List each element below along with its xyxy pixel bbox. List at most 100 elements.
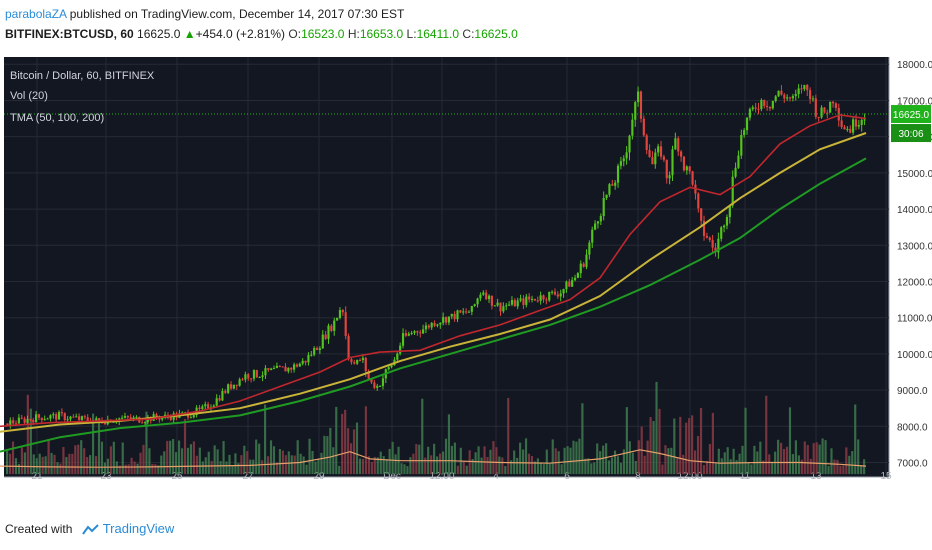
volume-bar <box>89 455 92 475</box>
volume-bar <box>198 447 201 475</box>
candle-body <box>774 96 777 101</box>
candle-body <box>651 157 654 165</box>
volume-bar <box>409 457 412 475</box>
volume-bar <box>685 422 688 475</box>
candle-body <box>530 298 534 300</box>
candle-body <box>470 305 473 312</box>
candle-body <box>244 374 247 380</box>
candle-body <box>169 416 172 420</box>
candle-body <box>809 90 812 100</box>
volume-bar <box>854 404 857 475</box>
y-tick-label: 12000.0 <box>897 277 932 288</box>
candle-body <box>379 385 382 387</box>
volume-bar <box>344 409 347 475</box>
volume-bar <box>261 460 264 475</box>
candle-body <box>628 135 631 153</box>
candle-body <box>155 414 158 418</box>
candle-body <box>333 320 336 331</box>
candle-body <box>786 97 789 99</box>
volume-bar <box>593 462 596 475</box>
volume-bar <box>667 448 670 475</box>
volume-bar <box>415 444 418 475</box>
volume-bar <box>584 458 587 475</box>
candle-body <box>743 130 746 135</box>
candle-body <box>682 156 686 171</box>
volume-bar <box>68 453 71 475</box>
volume-bar <box>83 448 86 475</box>
candle-body <box>78 416 81 420</box>
volume-ma-line <box>0 449 867 468</box>
tradingview-brand[interactable]: TradingView <box>102 521 175 536</box>
candle-body <box>436 324 439 326</box>
candle-body <box>444 317 448 323</box>
candle-body <box>634 102 637 120</box>
volume-bar <box>41 456 44 475</box>
candle-body <box>829 101 832 113</box>
volume-bar <box>100 441 104 475</box>
candle-body <box>60 412 63 414</box>
close-value: 16625.0 <box>474 27 518 41</box>
candle-body <box>599 216 602 222</box>
symbol-label[interactable]: BITFINEX:BTCUSD, 60 <box>5 27 134 41</box>
volume-bar <box>658 408 661 475</box>
candle-body <box>6 423 9 426</box>
volume-bar <box>676 457 679 475</box>
y-tick-label: 15000.0 <box>897 169 932 180</box>
chart-header: parabolaZA published on TradingView.com,… <box>5 4 925 44</box>
price-chart[interactable]: 7000.0 8000.0 9000.0 10000.0 11000.0 12000.0 1… <box>0 57 932 483</box>
volume-bar <box>524 438 528 475</box>
candle-body <box>158 417 161 420</box>
volume-bar <box>163 451 166 475</box>
candle-body <box>267 368 270 370</box>
candle-body <box>459 310 462 313</box>
candle-body <box>49 415 52 419</box>
candle-body <box>502 306 505 312</box>
volume-bar <box>97 418 101 475</box>
candle-body <box>510 300 514 305</box>
candle-body <box>533 298 536 301</box>
chart-area[interactable]: 7000.0 8000.0 9000.0 10000.0 11000.0 12000.0 1… <box>0 57 932 483</box>
volume-bar <box>370 461 373 475</box>
volume-bar <box>338 465 341 475</box>
author-link[interactable]: parabolaZA <box>5 7 67 21</box>
candle-body <box>731 176 734 206</box>
volume-bar <box>824 440 827 475</box>
candle-body <box>476 298 479 305</box>
volume-bar <box>109 446 112 475</box>
candle-body <box>189 417 192 419</box>
candle-body <box>12 420 15 424</box>
candle-body <box>439 322 442 325</box>
volume-bar <box>178 440 181 475</box>
volume-bar <box>542 464 545 475</box>
volume-bar <box>121 442 124 475</box>
volume-bar <box>305 464 308 475</box>
candle-body <box>553 291 557 295</box>
tradingview-logo-icon <box>81 524 99 535</box>
candle-body <box>516 300 519 307</box>
published-text: published on TradingView.com, December 1… <box>66 7 405 21</box>
volume-bar <box>771 461 774 475</box>
candle-body <box>427 325 430 328</box>
volume-bar <box>74 445 77 475</box>
candle-body <box>539 295 542 301</box>
candle-body <box>121 417 124 419</box>
candle-body <box>301 360 304 364</box>
candle-body <box>863 119 866 121</box>
x-tick-label: 11 <box>740 471 751 482</box>
volume-bar <box>566 446 569 475</box>
candle-body <box>766 105 769 107</box>
volume-bar <box>622 449 625 475</box>
candle-body <box>207 404 210 409</box>
candle-body <box>680 151 683 157</box>
volume-bar <box>332 447 335 475</box>
candle-body <box>780 90 783 95</box>
candle-body <box>556 294 559 297</box>
volume-bar <box>166 440 169 475</box>
volume-bar <box>545 449 548 475</box>
candle-body <box>29 419 32 421</box>
volume-bar <box>664 445 667 475</box>
volume-bar <box>477 446 480 475</box>
candle-body <box>576 273 579 278</box>
volume-bar <box>507 397 510 475</box>
volume-bar <box>433 443 436 475</box>
